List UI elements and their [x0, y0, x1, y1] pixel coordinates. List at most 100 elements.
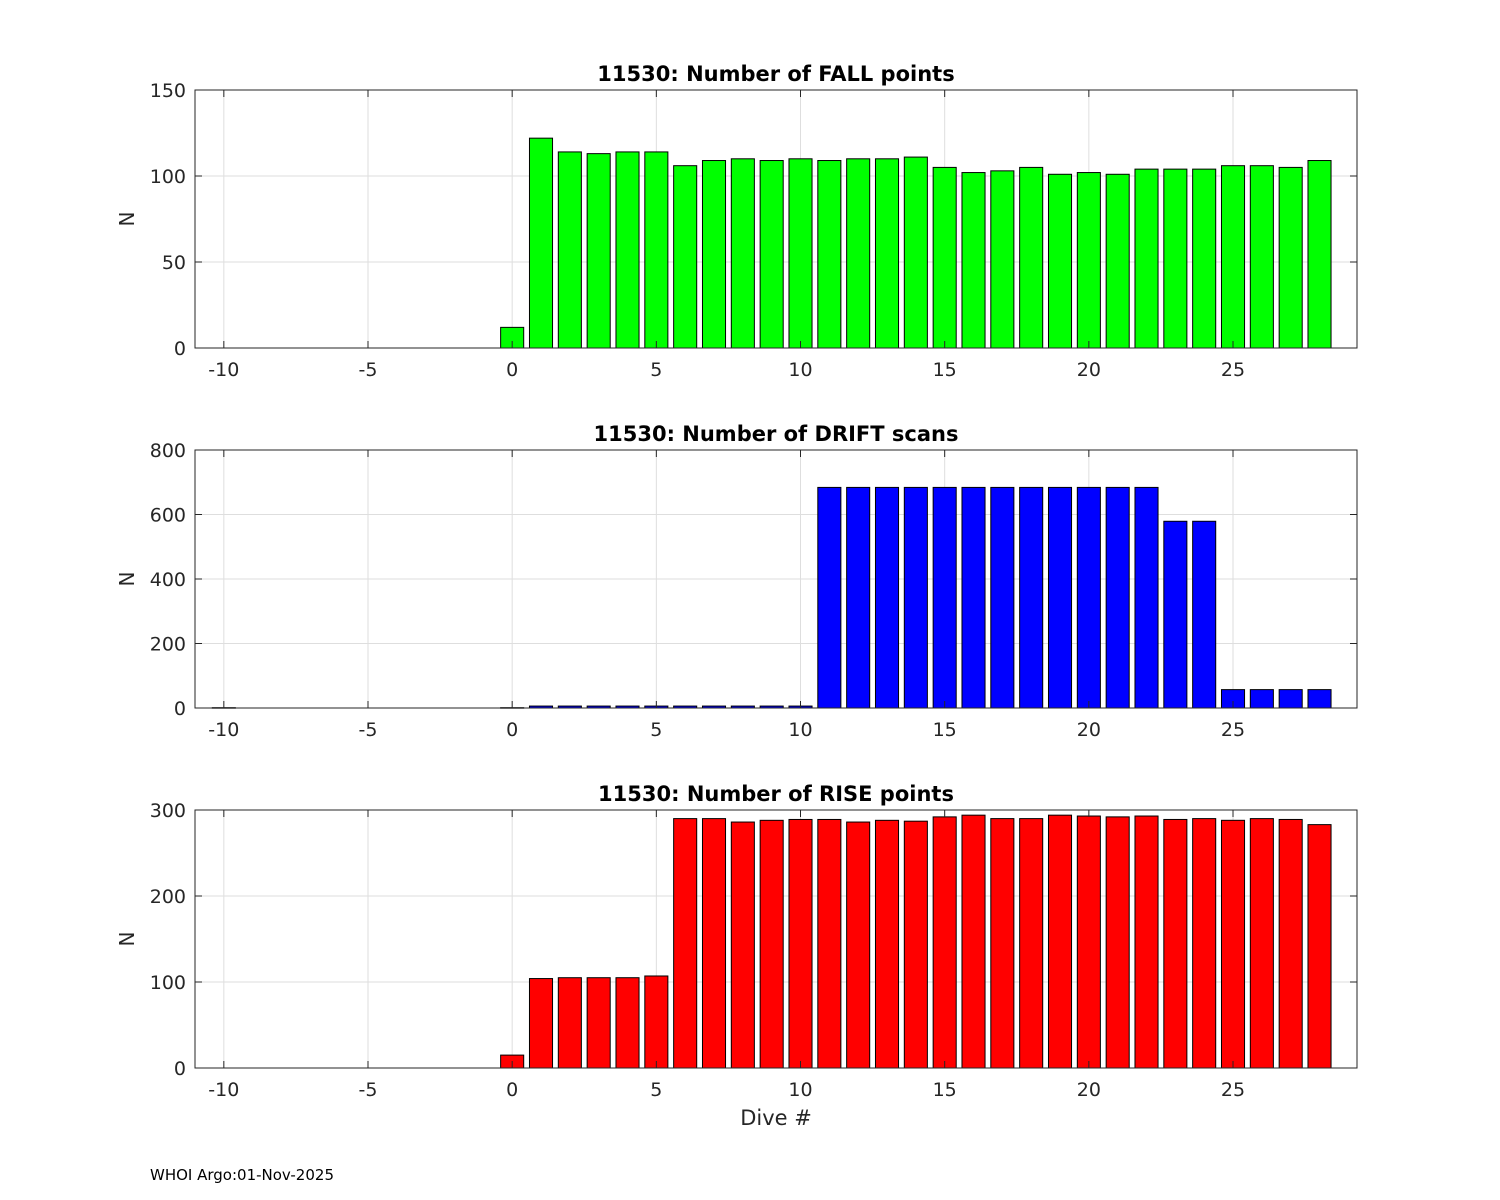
- x-tick-label: 5: [650, 1079, 662, 1101]
- bar: [730, 158, 755, 349]
- bar: [1220, 165, 1246, 349]
- bar: [1163, 520, 1188, 709]
- chart-title: 11530: Number of DRIFT scans: [594, 422, 959, 446]
- bar: [846, 158, 871, 349]
- y-tick-label: 0: [174, 698, 186, 720]
- bar: [528, 137, 554, 349]
- bar: [1278, 818, 1303, 1069]
- chart-fall: -10 -5 0 5 10 15 20 25 0 50 100 150 11530: Number of…: [115, 62, 1358, 381]
- bar: [932, 486, 957, 709]
- bar: [846, 821, 871, 1069]
- bar: [557, 151, 582, 349]
- bar: [1307, 824, 1332, 1069]
- bar: [817, 486, 842, 709]
- bar: [1134, 168, 1159, 349]
- bar: [586, 977, 611, 1069]
- bar: [557, 977, 582, 1069]
- bar: [1019, 486, 1044, 709]
- bar: [874, 158, 900, 349]
- bar: [1105, 486, 1130, 709]
- bar: [903, 156, 928, 349]
- bar: [1192, 818, 1217, 1069]
- bar: [701, 818, 727, 1069]
- chart-title: 11530: Number of RISE points: [598, 782, 954, 806]
- x-tick-label: 0: [506, 1079, 518, 1101]
- x-tick-label: 20: [1077, 719, 1101, 741]
- bar: [615, 977, 640, 1069]
- x-tick-label: 10: [788, 359, 812, 381]
- bar: [961, 814, 986, 1069]
- x-axis-label: Dive #: [740, 1106, 812, 1130]
- bar: [874, 486, 900, 709]
- y-axis-label: N: [115, 572, 139, 587]
- bar: [1076, 172, 1101, 349]
- bar: [1278, 689, 1303, 709]
- bar: [817, 160, 842, 349]
- x-tick-label: 10: [788, 1079, 812, 1101]
- bar: [990, 486, 1015, 709]
- x-tick-label: 25: [1221, 359, 1245, 381]
- x-tick-label: 20: [1077, 359, 1101, 381]
- chart-title: 11530: Number of FALL points: [597, 62, 954, 86]
- bar: [701, 160, 727, 349]
- bar: [759, 819, 784, 1069]
- x-tick-label: 10: [788, 719, 812, 741]
- bar: [903, 486, 928, 709]
- y-tick-label: 0: [174, 338, 186, 360]
- bar: [1105, 173, 1130, 349]
- x-tick-label: 0: [506, 359, 518, 381]
- x-tick-label: -10: [208, 359, 239, 381]
- bar: [1019, 818, 1044, 1069]
- bar: [1047, 173, 1073, 349]
- footer-stamp: WHOI Argo:01-Nov-2025: [150, 1166, 334, 1184]
- bar: [990, 818, 1015, 1069]
- bar: [1047, 814, 1073, 1069]
- y-tick-label: 50: [162, 252, 186, 274]
- chart-rise: -10 -5 0 5 10 15 20 25 0 100 200 300 11530: Number o…: [115, 782, 1358, 1130]
- x-tick-label: 5: [650, 719, 662, 741]
- bar: [1163, 818, 1188, 1069]
- x-tick-label: -5: [359, 1079, 378, 1101]
- bar: [528, 978, 554, 1069]
- x-tick-label: -10: [208, 719, 239, 741]
- x-tick-label: 15: [933, 359, 957, 381]
- bar: [788, 818, 813, 1069]
- y-tick-label: 300: [150, 800, 186, 822]
- x-tick-label: -5: [359, 359, 378, 381]
- x-tick-label: -10: [208, 1079, 239, 1101]
- y-tick-label: 800: [150, 440, 186, 462]
- axes-box: [194, 89, 1358, 349]
- bar: [1163, 168, 1188, 349]
- bar: [1192, 168, 1217, 349]
- bar: [615, 151, 640, 349]
- bar: [846, 486, 871, 709]
- bar: [1249, 689, 1274, 709]
- bar: [1220, 819, 1246, 1069]
- y-tick-label: 400: [150, 569, 186, 591]
- bar: [759, 160, 784, 349]
- bar: [788, 158, 813, 349]
- axes-box: [194, 809, 1358, 1069]
- y-tick-label: 100: [150, 166, 186, 188]
- chart-drift: -10 -5 0 5 10 15 20 25 0 200 400 600 800 11530: Numbe…: [115, 422, 1358, 741]
- x-tick-label: -5: [359, 719, 378, 741]
- bar: [961, 486, 986, 709]
- bar: [874, 819, 900, 1069]
- x-tick-label: 25: [1221, 1079, 1245, 1101]
- bar: [644, 151, 669, 349]
- bar: [730, 821, 755, 1069]
- bar: [1076, 486, 1101, 709]
- bar: [1307, 160, 1332, 349]
- y-tick-label: 150: [150, 80, 186, 102]
- bar: [932, 816, 957, 1069]
- bar: [817, 818, 842, 1069]
- bar: [1019, 166, 1044, 349]
- x-tick-label: 15: [933, 1079, 957, 1101]
- x-tick-label: 5: [650, 359, 662, 381]
- y-tick-label: 200: [150, 886, 186, 908]
- bar: [644, 975, 669, 1069]
- bar: [1192, 520, 1217, 709]
- y-tick-label: 200: [150, 634, 186, 656]
- y-tick-label: 100: [150, 972, 186, 994]
